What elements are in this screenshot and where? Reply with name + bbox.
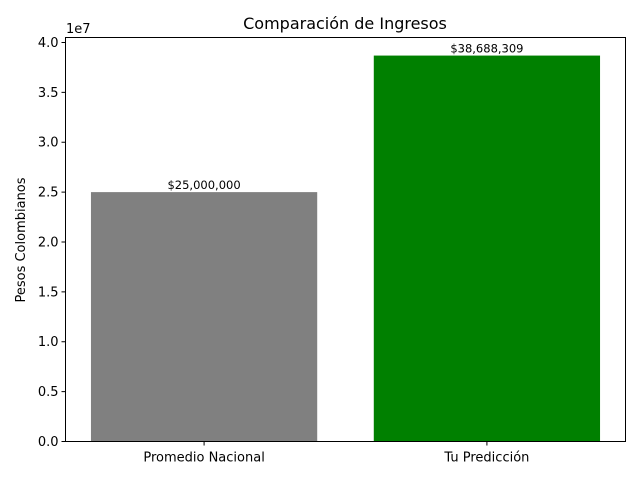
chart-title: Comparación de Ingresos (243, 14, 447, 33)
y-tick-label: 2.5 (38, 186, 59, 201)
y-tick-label: 0.0 (38, 435, 59, 450)
y-tick-label: 4.0 (38, 36, 59, 51)
x-axis-ticks: Promedio Nacional Tu Predicción (143, 441, 529, 466)
y-axis-ticks: 0.0 0.5 1.0 1.5 2.0 2.5 3.0 3.5 4.0 (38, 36, 66, 450)
bar-value-label-1: $25,000,000 (167, 178, 240, 192)
y-tick-label: 1.0 (38, 335, 59, 350)
x-tick-label: Tu Predicción (443, 451, 529, 466)
y-tick-label: 3.0 (38, 136, 59, 151)
bar-1 (90, 192, 318, 442)
y-axis-label: Pesos Colombianos (14, 177, 29, 302)
bar-value-label-2: $38,688,309 (450, 42, 523, 56)
y-tick-label: 1.5 (38, 285, 59, 300)
y-tick-label: 0.5 (38, 385, 59, 400)
y-tick-label: 2.0 (38, 235, 59, 250)
y-tick-label: 3.5 (38, 86, 59, 101)
plot-frame (65, 37, 626, 442)
x-tick-label: Promedio Nacional (143, 451, 264, 466)
bars-group: $25,000,000 $38,688,309 (90, 42, 601, 442)
bar-2 (373, 55, 601, 442)
y-axis-scale-label: 1e7 (66, 22, 91, 37)
